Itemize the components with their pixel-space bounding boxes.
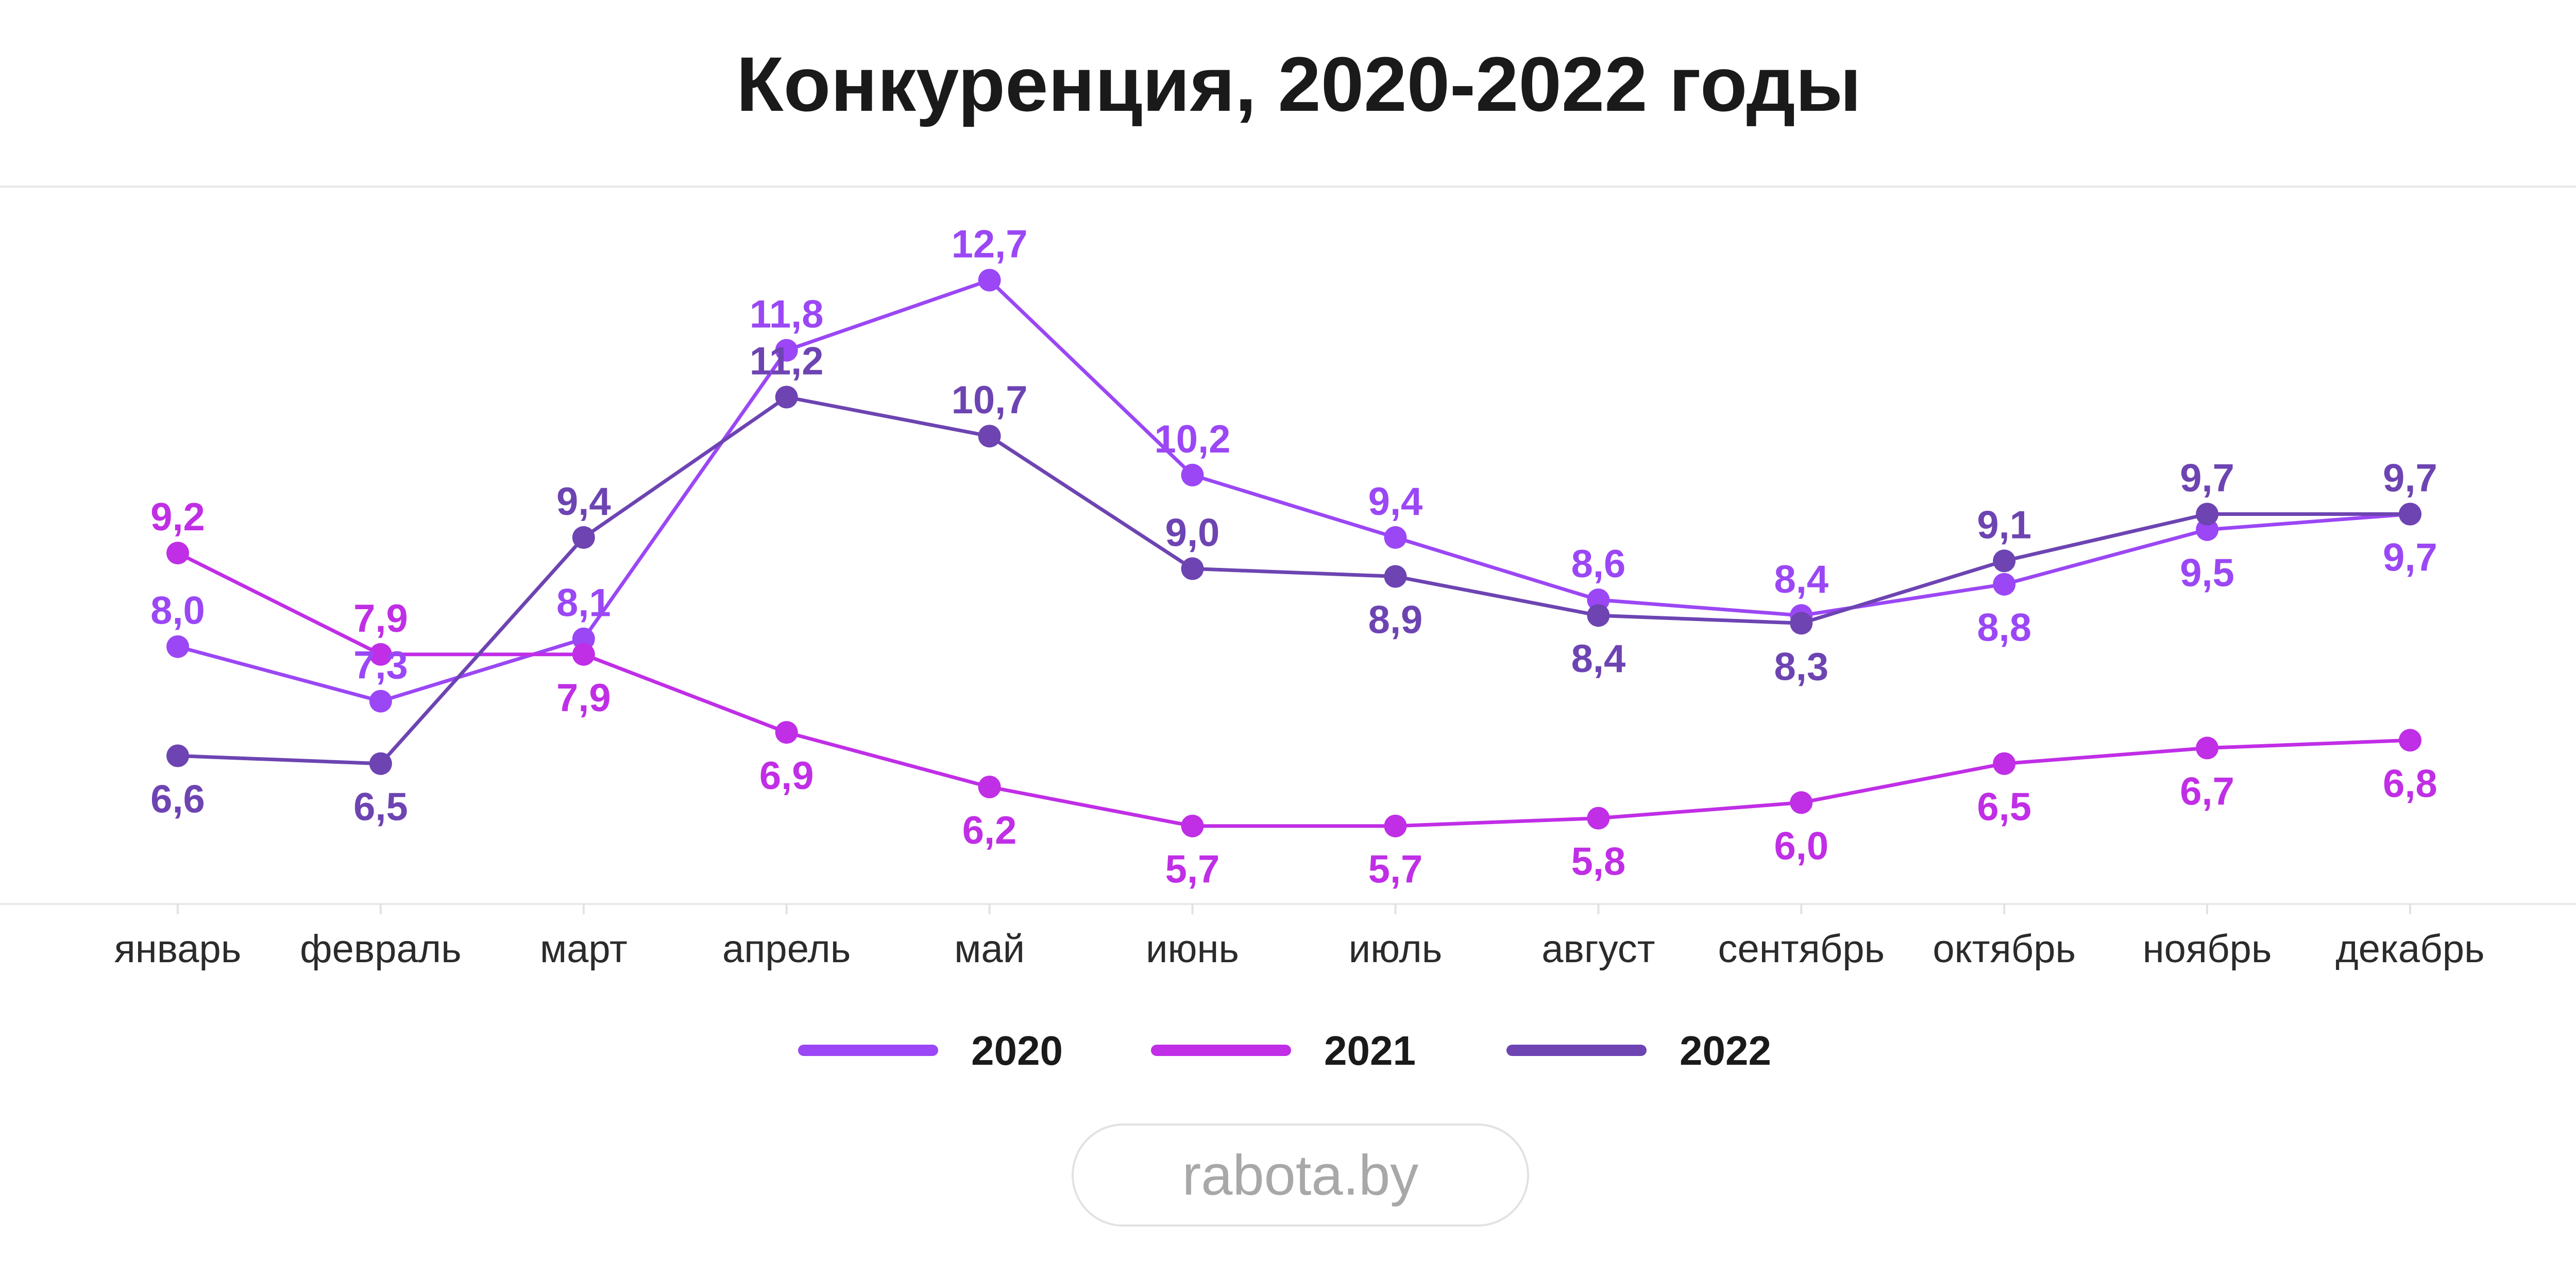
- x-tick-label-7: июль: [1349, 927, 1443, 971]
- data-label-2022-11: 9,7: [2180, 457, 2234, 500]
- data-point-2020-7: [1384, 526, 1407, 549]
- x-tick-label-12: декабрь: [2335, 927, 2484, 971]
- data-label-2022-2: 6,5: [353, 785, 408, 829]
- x-tick-label-5: май: [954, 927, 1025, 971]
- data-point-2022-6: [1181, 557, 1204, 580]
- data-label-2021-1: 9,2: [150, 495, 205, 539]
- series-line-2020: [176, 278, 2412, 703]
- data-label-2020-12: 9,7: [2383, 536, 2437, 580]
- series-line-2022: [176, 395, 2412, 766]
- series-points: [166, 269, 2421, 837]
- data-point-2021-5: [978, 776, 1001, 798]
- data-label-2020-10: 8,8: [1977, 606, 2031, 650]
- brand-badge: rabota.by: [1072, 1124, 1529, 1227]
- data-point-2022-3: [572, 526, 595, 549]
- brand-logo-text: rabota.by: [1182, 1144, 1419, 1207]
- data-point-2022-5: [978, 425, 1001, 448]
- legend-label-2022: 2022: [1680, 1028, 1771, 1074]
- data-point-2021-11: [2196, 736, 2219, 760]
- x-tick-label-2: февраль: [300, 927, 462, 971]
- data-point-2020-5: [978, 269, 1001, 292]
- x-tick-label-8: август: [1541, 927, 1655, 971]
- data-label-2021-10: 6,5: [1977, 785, 2031, 829]
- data-point-2020-2: [369, 690, 392, 713]
- data-label-2021-5: 6,2: [962, 809, 1017, 852]
- data-point-2022-4: [775, 385, 798, 409]
- data-point-2021-8: [1587, 807, 1610, 830]
- x-tick-label-1: январь: [114, 927, 242, 971]
- series-lines: [176, 278, 2412, 828]
- data-point-2020-10: [1993, 573, 2016, 596]
- data-point-2020-3: [572, 627, 595, 650]
- x-axis-ticks: январь февраль март апрель май июнь июль август…: [114, 904, 2485, 971]
- data-label-2022-3: 9,4: [556, 480, 611, 524]
- data-label-2022-6: 9,0: [1165, 511, 1220, 555]
- data-label-2020-6: 10,2: [1155, 417, 1231, 461]
- data-label-2021-7: 5,7: [1368, 848, 1423, 892]
- data-point-2020-11: [2196, 518, 2219, 541]
- data-point-2020-6: [1181, 463, 1204, 487]
- x-tick-label-6: июнь: [1146, 927, 1239, 971]
- data-point-2022-9: [1790, 612, 1813, 635]
- data-point-2021-2: [369, 643, 392, 666]
- data-label-2022-1: 6,6: [150, 778, 205, 822]
- data-label-2020-2: 7,3: [353, 644, 408, 688]
- data-labels: 8,0 7,3 8,1 11,8 12,7 10,2 9,4 8,6 8,4 8,8 9,5 9,7 9…: [150, 223, 2437, 892]
- data-label-2020-7: 9,4: [1368, 480, 1423, 524]
- data-point-2021-4: [775, 721, 798, 744]
- data-point-2021-10: [1993, 752, 2016, 775]
- data-label-2021-2: 7,9: [353, 597, 408, 641]
- data-label-2021-12: 6,8: [2383, 762, 2437, 806]
- data-label-2020-9: 8,4: [1774, 558, 1828, 601]
- data-point-2020-4: [775, 339, 798, 362]
- data-point-2021-7: [1384, 814, 1407, 837]
- x-tick-label-3: март: [540, 927, 628, 971]
- data-label-2020-5: 12,7: [952, 223, 1028, 266]
- data-point-2022-11: [2196, 502, 2219, 526]
- brand-badge-frame: [1072, 1124, 1529, 1227]
- data-point-2022-7: [1384, 565, 1407, 588]
- data-label-2021-4: 6,9: [759, 754, 814, 798]
- data-label-2021-6: 5,7: [1165, 848, 1220, 892]
- data-label-2021-11: 6,7: [2180, 769, 2234, 813]
- legend: 2020 2021 2022: [798, 1028, 1771, 1074]
- data-label-2021-3: 7,9: [556, 676, 611, 720]
- data-point-2022-12: [2399, 502, 2421, 526]
- x-tick-label-10: октябрь: [1933, 927, 2076, 971]
- data-point-2021-9: [1790, 791, 1813, 814]
- data-point-2021-12: [2399, 729, 2421, 752]
- data-point-2022-10: [1993, 549, 2016, 573]
- x-tick-label-11: ноябрь: [2143, 927, 2272, 971]
- series-line-2021: [176, 551, 2412, 828]
- data-label-2021-8: 5,8: [1571, 840, 1626, 884]
- data-point-2021-1: [166, 542, 189, 565]
- legend-label-2021: 2021: [1324, 1028, 1416, 1074]
- x-tick-label-9: сентябрь: [1718, 927, 1885, 971]
- x-tick-label-4: апрель: [722, 927, 851, 971]
- data-label-2021-9: 6,0: [1774, 824, 1828, 868]
- data-label-2022-5: 10,7: [952, 378, 1028, 422]
- data-label-2020-4: 11,8: [750, 293, 824, 337]
- data-label-2022-9: 8,3: [1774, 645, 1828, 689]
- data-label-2020-3: 8,1: [556, 581, 611, 625]
- data-label-2020-1: 8,0: [150, 589, 205, 633]
- data-point-2022-2: [369, 752, 392, 775]
- data-label-2022-8: 8,4: [1571, 637, 1626, 681]
- data-point-2021-6: [1181, 814, 1204, 837]
- data-label-2022-4: 11,2: [750, 340, 824, 383]
- data-point-2020-1: [166, 635, 189, 658]
- data-label-2020-11: 9,5: [2180, 551, 2234, 595]
- data-point-2021-3: [572, 643, 595, 666]
- data-label-2022-7: 8,9: [1368, 598, 1423, 642]
- data-label-2022-12: 9,7: [2383, 457, 2437, 500]
- data-point-2020-8: [1587, 588, 1610, 611]
- legend-label-2020: 2020: [971, 1028, 1063, 1074]
- data-point-2022-8: [1587, 604, 1610, 627]
- data-label-2022-10: 9,1: [1977, 503, 2031, 547]
- chart-title: Конкуренция, 2020-2022 годы: [736, 41, 1861, 127]
- data-point-2022-1: [166, 744, 189, 767]
- data-label-2020-8: 8,6: [1571, 542, 1626, 586]
